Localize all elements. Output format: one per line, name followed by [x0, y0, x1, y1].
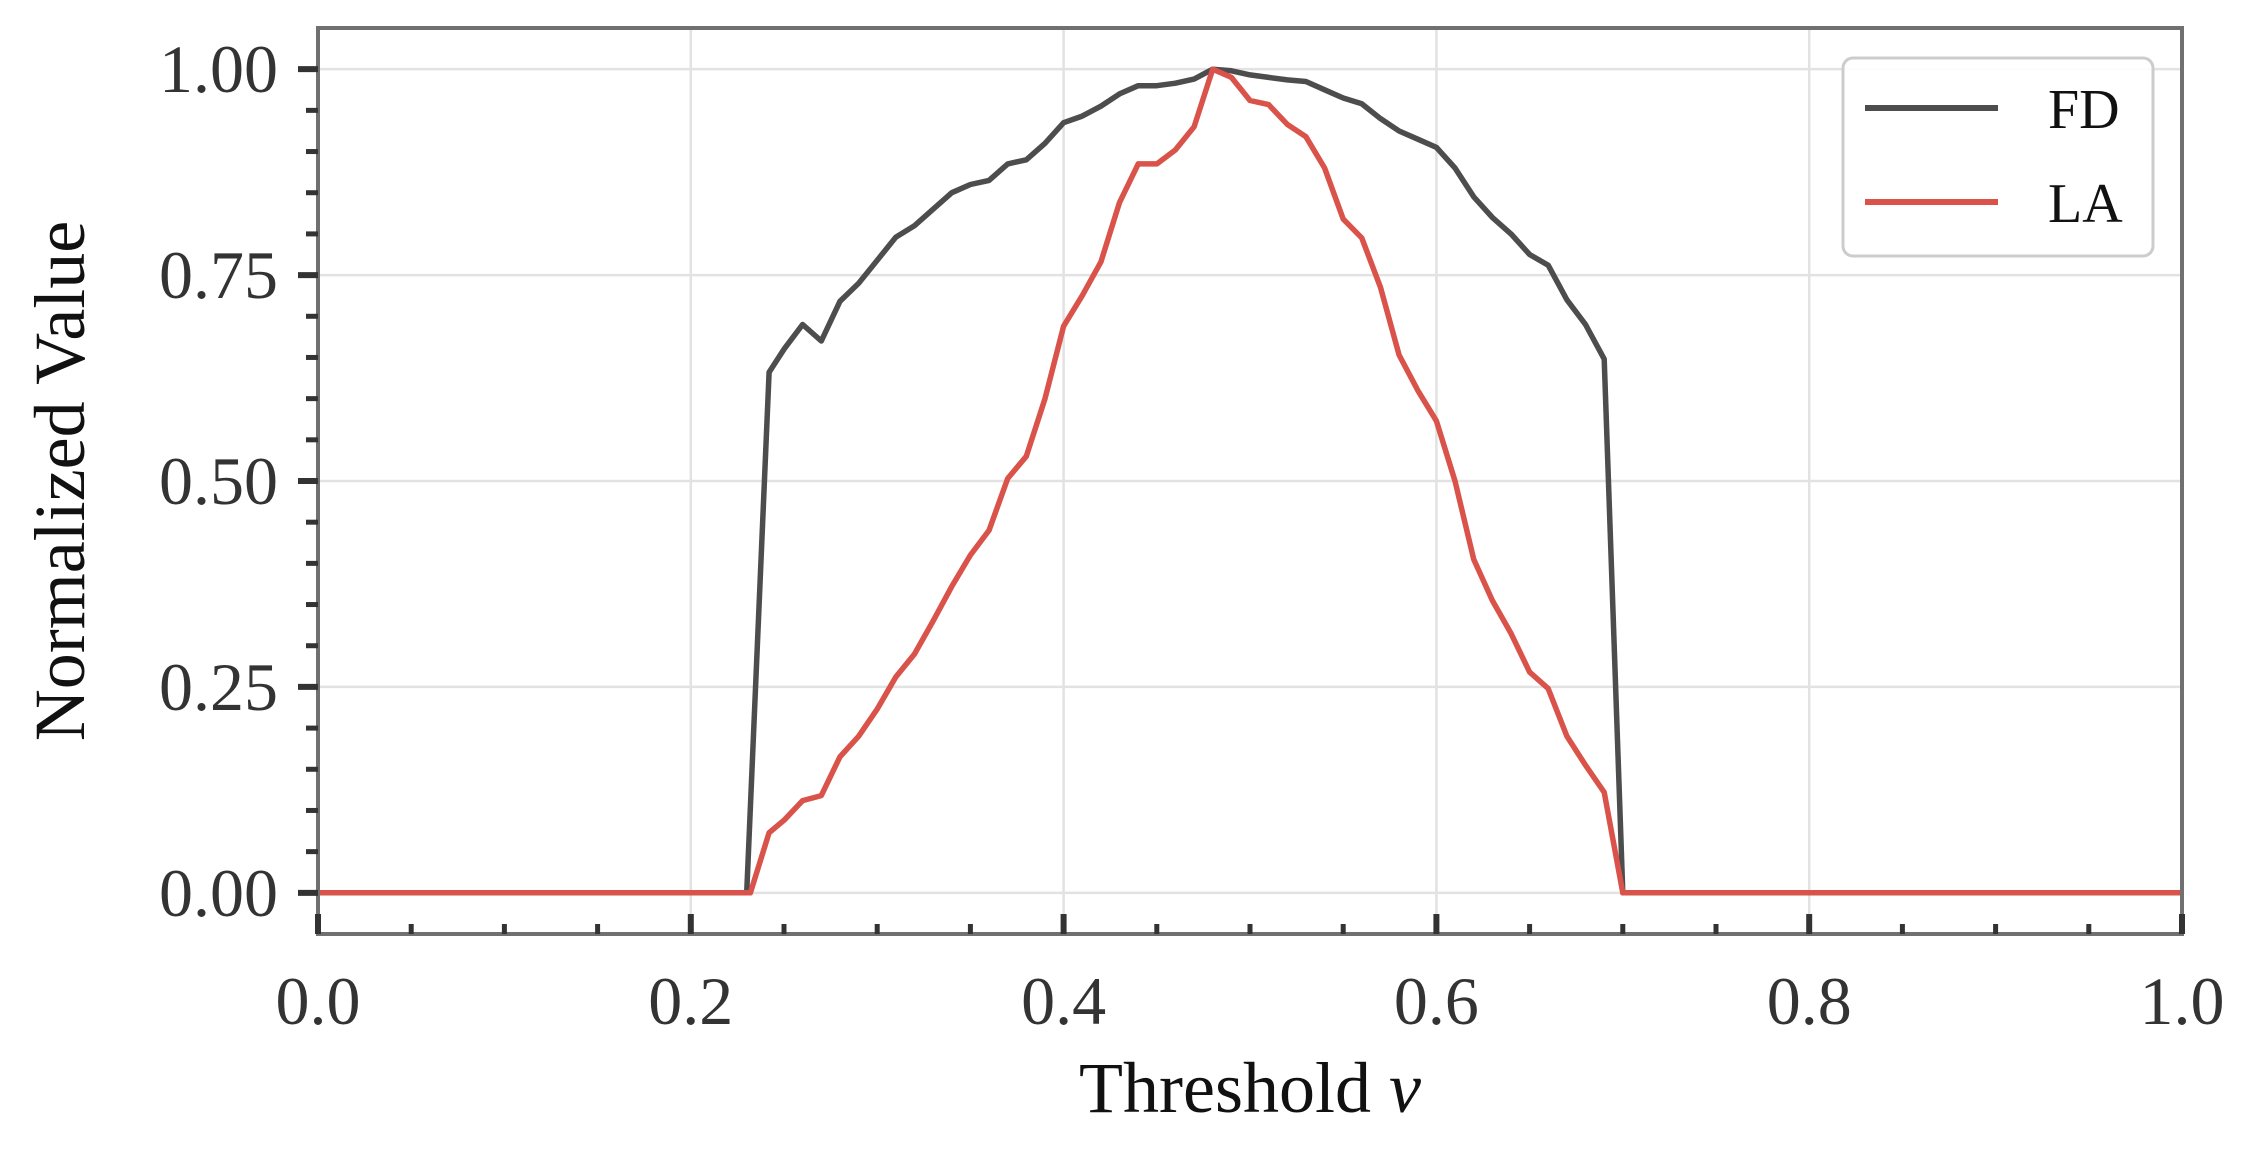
y-tick-label: 0.75 [159, 237, 278, 313]
y-tick-label: 1.00 [159, 31, 278, 107]
legend-item-la: LA [1865, 173, 2123, 235]
y-tick-label: 0.50 [159, 443, 278, 519]
x-tick-label: 0.4 [1021, 963, 1106, 1039]
x-axis-label-variable: v [1389, 1048, 1421, 1128]
tick-labels: 0.0 0.2 0.4 0.6 0.8 1.0 0.00 0.25 0.50 0.75 1.00 [159, 31, 2225, 1039]
y-axis-label: Normalized Value [20, 221, 100, 742]
legend: FD LA [1841, 56, 2155, 258]
x-tick-label: 0.2 [648, 963, 733, 1039]
x-axis-label: Threshold v [1079, 1048, 1421, 1128]
x-tick-label: 0.8 [1767, 963, 1852, 1039]
axis-ticks [298, 66, 2185, 934]
y-tick-label: 0.00 [159, 855, 278, 931]
y-tick-label: 0.25 [159, 649, 278, 725]
x-axis-label-text: Threshold [1079, 1048, 1389, 1128]
series-layer [318, 66, 2182, 896]
x-tick-label: 1.0 [2140, 963, 2225, 1039]
series-line-fd [318, 66, 2182, 896]
series-line-la [318, 66, 2182, 896]
legend-label: FD [2048, 79, 2120, 141]
x-tick-label: 0.0 [276, 963, 361, 1039]
x-tick-label: 0.6 [1394, 963, 1479, 1039]
legend-item-fd: FD [1865, 79, 2120, 141]
legend-label: LA [2048, 173, 2123, 235]
